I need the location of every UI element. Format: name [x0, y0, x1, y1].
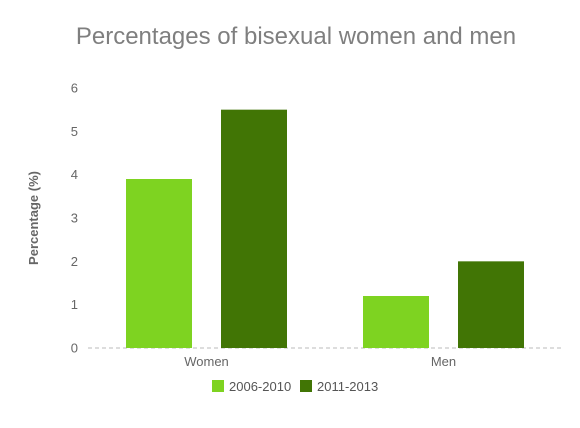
bar-women-2011-2013	[221, 109, 287, 349]
x-axis-ticks: Women Men	[184, 354, 456, 369]
y-tick-label: 2	[71, 254, 78, 269]
bar-series	[126, 109, 524, 349]
y-tick-label: 6	[71, 81, 78, 96]
y-tick-label: 0	[71, 341, 78, 356]
legend: 2006-2010 2011-2013	[212, 379, 378, 394]
y-axis-ticks: 0 1 2 3 4 5 6	[71, 81, 78, 356]
legend-swatch	[212, 380, 224, 392]
y-tick-label: 1	[71, 297, 78, 312]
legend-label: 2006-2010	[229, 379, 291, 394]
x-tick-label: Women	[184, 354, 229, 369]
y-tick-label: 4	[71, 167, 78, 182]
legend-swatch	[300, 380, 312, 392]
bar-women-2006-2010	[126, 179, 192, 348]
legend-label: 2011-2013	[317, 379, 378, 394]
chart-title: Percentages of bisexual women and men	[76, 23, 516, 50]
y-axis-title: Percentage (%)	[26, 171, 41, 265]
y-tick-label: 3	[71, 211, 78, 226]
x-tick-label: Men	[431, 354, 456, 369]
bar-men-2006-2010	[363, 296, 429, 348]
bar-men-2011-2013	[458, 261, 524, 348]
y-tick-label: 5	[71, 124, 78, 139]
